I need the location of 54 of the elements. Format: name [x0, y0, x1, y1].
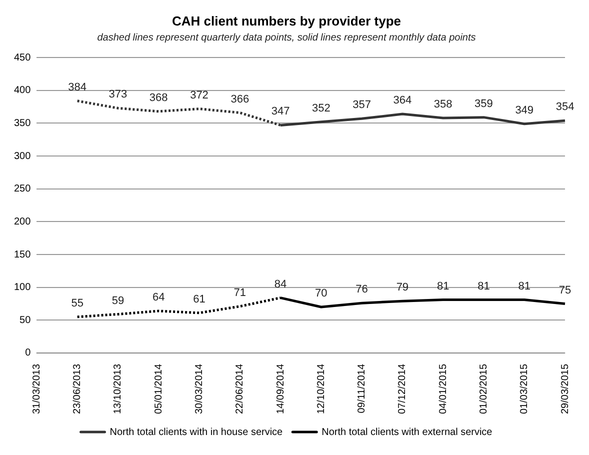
- x-tick-label: 13/10/2013: [112, 364, 124, 414]
- data-label: 347: [271, 106, 290, 118]
- data-label: 81: [478, 280, 490, 292]
- data-label: 81: [518, 280, 530, 292]
- x-tick-label: 31/03/2013: [31, 364, 42, 414]
- x-tick-label: 23/06/2013: [72, 364, 84, 414]
- data-label: 366: [230, 93, 250, 106]
- y-tick-label: 450: [14, 52, 32, 64]
- legend-label: North total clients with external service: [322, 426, 493, 438]
- y-tick-label: 300: [14, 150, 32, 162]
- data-label: 354: [556, 101, 574, 114]
- data-label: 372: [190, 89, 208, 102]
- x-tick-label: 01/03/2015: [519, 364, 530, 414]
- data-label: 70: [315, 288, 328, 300]
- x-tick-label: 09/11/2014: [356, 364, 368, 414]
- x-tick-label: 07/12/2014: [397, 364, 408, 414]
- legend-label: North total clients with in house service: [110, 426, 284, 438]
- data-label: 79: [396, 282, 409, 294]
- data-label: 75: [558, 284, 572, 296]
- x-tick-label: 04/01/2015: [438, 364, 449, 414]
- data-label: 349: [515, 104, 534, 116]
- x-tick-label: 12/10/2014: [316, 364, 327, 414]
- x-tick-label: 30/03/2014: [194, 364, 205, 414]
- data-label: 384: [68, 81, 87, 94]
- data-label: 61: [193, 293, 206, 306]
- x-tick-label: 22/06/2014: [234, 364, 246, 414]
- data-label: 84: [274, 278, 287, 290]
- y-tick-label: 50: [20, 314, 32, 326]
- data-label: 76: [356, 284, 368, 296]
- data-label: 368: [149, 92, 168, 104]
- data-label: 64: [152, 291, 165, 304]
- x-tick-label: 05/01/2014: [153, 364, 164, 414]
- y-tick-label: 250: [14, 184, 32, 195]
- y-tick-label: 200: [14, 216, 32, 228]
- x-tick-label: 01/02/2015: [478, 364, 490, 414]
- data-label: 81: [436, 280, 450, 292]
- y-tick-label: 350: [14, 118, 32, 129]
- data-label: 358: [434, 98, 452, 111]
- y-tick-label: 100: [14, 282, 32, 294]
- data-label: 359: [474, 98, 493, 110]
- data-label: 71: [234, 286, 246, 299]
- chart-subtitle: dashed lines represent quarterly data points, solid lines represent monthly data points: [97, 32, 476, 44]
- chart-title: CAH client numbers by provider type: [172, 13, 401, 28]
- data-label: 364: [393, 94, 412, 107]
- data-label: 357: [352, 99, 371, 112]
- y-tick-label: 0: [25, 348, 32, 359]
- y-tick-label: 400: [14, 85, 32, 96]
- x-tick-label: 14/09/2014: [275, 364, 286, 414]
- data-label: 59: [112, 294, 124, 307]
- x-tick-label: 29/03/2015: [560, 364, 571, 414]
- data-label: 55: [71, 297, 84, 310]
- y-tick-label: 150: [14, 249, 32, 260]
- data-label: 352: [312, 102, 330, 114]
- data-label: 373: [108, 88, 128, 101]
